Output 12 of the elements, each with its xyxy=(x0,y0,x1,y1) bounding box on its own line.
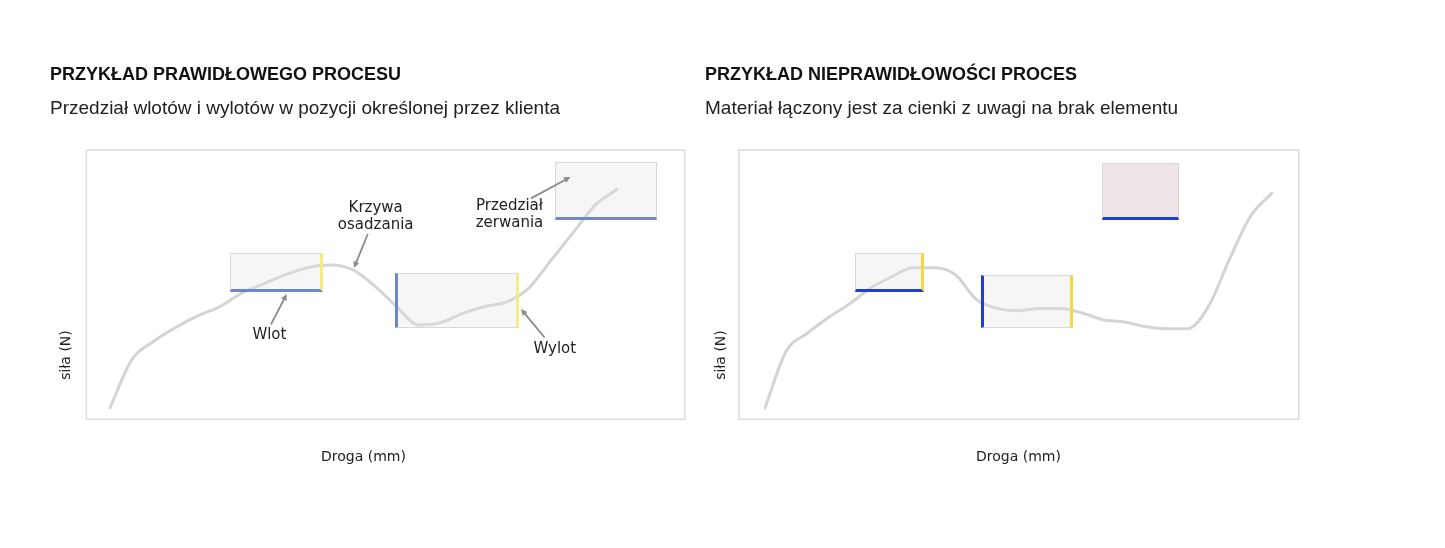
annotation: Wlot xyxy=(251,324,288,343)
chart-subtitle: Przedział wlotów i wylotów w pozycji określonej przez klienta xyxy=(50,97,561,119)
x-axis-title: Droga (mm) xyxy=(321,448,406,465)
annotation: Wylot xyxy=(532,338,578,357)
chart-title: PRZYKŁAD PRAWIDŁOWEGO PROCESU xyxy=(50,64,402,85)
chart-subtitle: Materiał łączony jest za cienki z uwagi na brak elementu xyxy=(705,97,1179,119)
annotation: Przedział zerwania xyxy=(474,196,545,232)
annotation: Krzywa osadzania xyxy=(336,197,415,233)
x-axis-title: Droga (mm) xyxy=(976,448,1061,465)
chart-title: PRZYKŁAD NIEPRAWIDŁOWOŚCI PROCES xyxy=(705,64,1078,85)
y-axis-title: siła (N) xyxy=(56,330,74,380)
y-axis-title: siła (N) xyxy=(711,330,729,380)
